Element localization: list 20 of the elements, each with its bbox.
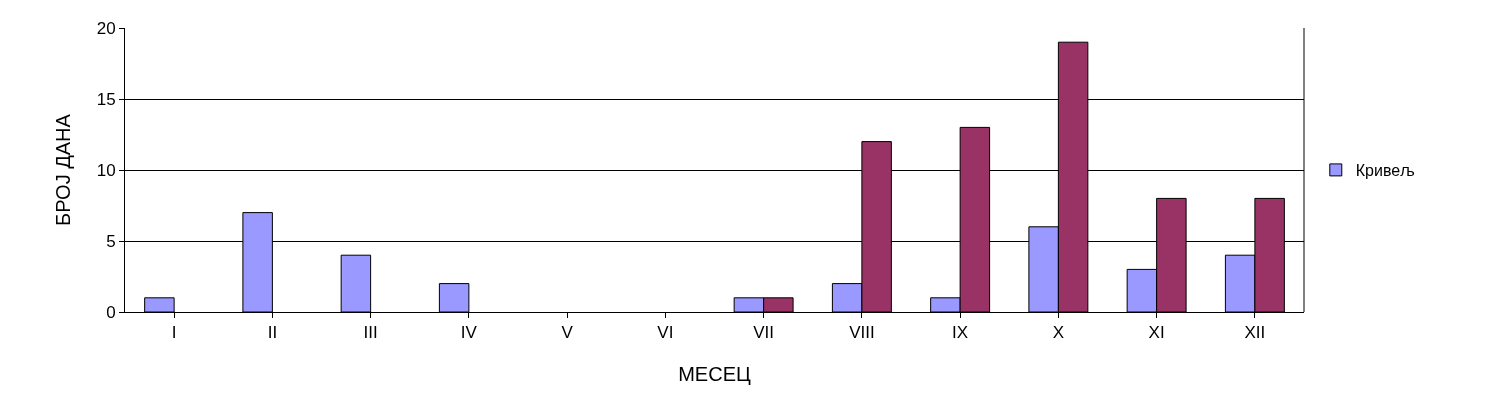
x-tick-label: IV xyxy=(460,323,478,343)
x-tick-label: VII xyxy=(753,323,775,343)
x-tick-label: II xyxy=(267,323,278,343)
y-tick-label: 10 xyxy=(96,160,116,180)
x-tick-label: III xyxy=(363,323,378,343)
y-tick-label: 5 xyxy=(106,231,116,251)
x-axis-title: МЕСЕЦ xyxy=(678,362,751,385)
y-tick-label: 20 xyxy=(96,18,116,38)
x-tick-label: XII xyxy=(1244,323,1266,343)
y-axis-title: БРОЈ ДАНА xyxy=(52,113,75,226)
legend-label: Кривељ xyxy=(1355,162,1415,180)
x-tick-label: I xyxy=(171,323,177,343)
x-tick-label: X xyxy=(1052,323,1065,343)
x-tick-label: XI xyxy=(1148,323,1165,343)
x-tick-label: V xyxy=(561,323,574,343)
x-tick-label: VI xyxy=(657,323,674,343)
x-tick-label: IX xyxy=(952,323,969,343)
x-tick-label: VIII xyxy=(849,323,875,343)
y-tick-label: 15 xyxy=(96,89,116,109)
y-tick-label: 0 xyxy=(106,302,116,322)
